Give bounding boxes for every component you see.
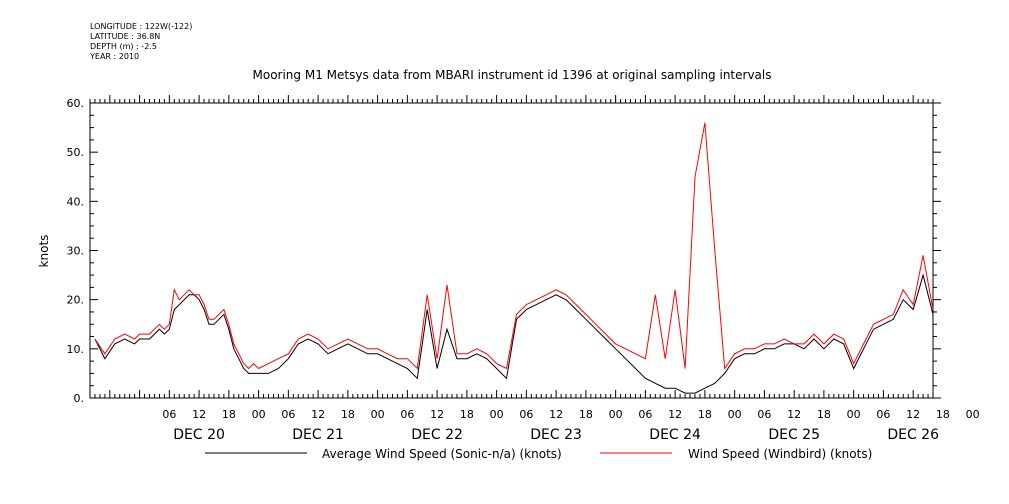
x-hour-label: 06 — [757, 408, 771, 421]
x-hour-label: 00 — [252, 408, 266, 421]
x-hour-label: 06 — [876, 408, 890, 421]
x-hour-label: 06 — [638, 408, 652, 421]
x-hour-label: 06 — [400, 408, 414, 421]
x-day-label: DEC 20 — [173, 427, 225, 443]
x-day-label: DEC 26 — [887, 427, 939, 443]
x-hour-label: 18 — [817, 408, 831, 421]
x-hour-label: 00 — [966, 408, 980, 421]
x-hour-label: 18 — [341, 408, 355, 421]
x-hour-label: 18 — [936, 408, 950, 421]
y-tick-label: 50. — [67, 146, 85, 159]
x-hour-label: 12 — [311, 408, 325, 421]
x-hour-label: 00 — [490, 408, 504, 421]
y-tick-label: 20. — [67, 294, 85, 307]
series-line — [94, 122, 934, 370]
x-day-label: DEC 23 — [530, 427, 582, 443]
x-hour-label: 18 — [579, 408, 593, 421]
y-tick-label: 0. — [74, 392, 85, 405]
y-tick-label: 10. — [67, 343, 85, 356]
x-day-label: DEC 25 — [768, 427, 820, 443]
chart-title: Mooring M1 Metsys data from MBARI instru… — [253, 68, 772, 82]
x-hour-label: 06 — [519, 408, 533, 421]
latitude-text: LATITUDE : 36.8N — [90, 32, 161, 41]
series-lines — [94, 122, 934, 394]
x-hour-label: 12 — [668, 408, 682, 421]
x-hour-label: 00 — [609, 408, 623, 421]
x-hour-label: 12 — [430, 408, 444, 421]
y-tick-label: 30. — [67, 245, 85, 258]
year-text: YEAR : 2010 — [90, 52, 140, 61]
x-hour-label: 18 — [222, 408, 236, 421]
plot-frame — [89, 102, 934, 399]
metadata-block: LONGITUDE : 122W(-122) LATITUDE : 36.8N … — [90, 22, 192, 62]
y-tick-label: 40. — [67, 195, 85, 208]
x-hour-label: 12 — [787, 408, 801, 421]
x-hour-label: 00 — [728, 408, 742, 421]
depth-text: DEPTH (m) : -2.5 — [90, 42, 157, 51]
x-hour-label: 00 — [371, 408, 385, 421]
y-axis-label: knots — [37, 235, 51, 268]
x-hour-label: 12 — [192, 408, 206, 421]
x-hour-label: 12 — [906, 408, 920, 421]
y-tick-label: 60. — [67, 97, 85, 110]
x-hour-label: 06 — [281, 408, 295, 421]
legend-label: Wind Speed (Windbird) (knots) — [688, 447, 872, 461]
x-hour-label: 00 — [847, 408, 861, 421]
longitude-text: LONGITUDE : 122W(-122) — [90, 22, 193, 31]
x-day-label: DEC 24 — [649, 427, 701, 443]
x-hour-label: 18 — [460, 408, 474, 421]
legend-label: Average Wind Speed (Sonic-n/a) (knots) — [322, 447, 562, 461]
x-day-label: DEC 22 — [411, 427, 463, 443]
x-hour-label: 12 — [549, 408, 563, 421]
x-hour-label: 06 — [162, 408, 176, 421]
series-line — [94, 273, 934, 394]
x-hour-label: 18 — [698, 408, 712, 421]
axis-ticks: 0. 10. 20. 30. 40. 50. 60. 06 12 18 00 06 12 18 00 06 12… — [67, 95, 980, 443]
x-day-label: DEC 21 — [292, 427, 344, 443]
legend: Average Wind Speed (Sonic-n/a) (knots) Wi… — [205, 447, 872, 461]
